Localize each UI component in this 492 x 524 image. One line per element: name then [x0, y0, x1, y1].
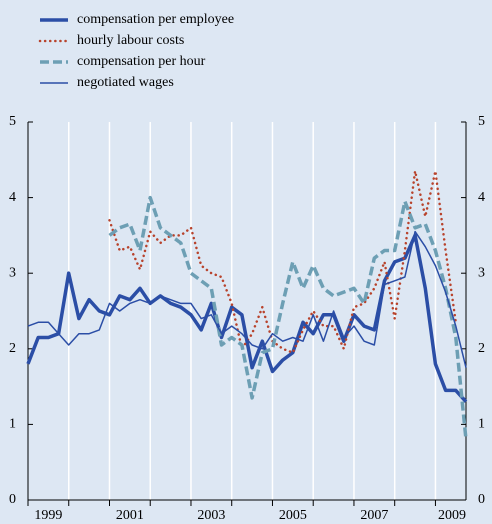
y-tick-label: 2 [9, 341, 16, 356]
x-tick-label: 2007 [360, 508, 388, 523]
y-tick-label: 5 [9, 114, 16, 129]
x-tick-label: 2003 [197, 508, 225, 523]
y-tick-label: 0 [9, 492, 16, 507]
y-tick-label: 3 [9, 265, 16, 280]
y-tick-label-right: 2 [478, 341, 485, 356]
y-tick-label-right: 3 [478, 265, 485, 280]
x-tick-label: 2009 [438, 508, 466, 523]
series-line [26, 233, 468, 403]
series-line [108, 169, 458, 354]
legend-label: compensation per hour [77, 54, 206, 69]
x-tick-label: 2005 [279, 508, 307, 523]
y-tick-label-right: 0 [478, 492, 485, 507]
x-tick-label: 2001 [116, 508, 144, 523]
x-tick-label: 1999 [34, 508, 62, 523]
y-tick-label-right: 1 [478, 417, 485, 432]
legend-label: hourly labour costs [77, 33, 184, 48]
y-tick-label-right: 5 [478, 114, 485, 129]
series-line [27, 230, 467, 368]
legend-label: compensation per employee [77, 12, 234, 27]
y-tick-label: 4 [9, 190, 16, 205]
y-tick-label: 1 [9, 417, 16, 432]
series-line [108, 195, 468, 440]
legend-label: negotiated wages [77, 75, 174, 90]
y-tick-label-right: 4 [478, 190, 485, 205]
